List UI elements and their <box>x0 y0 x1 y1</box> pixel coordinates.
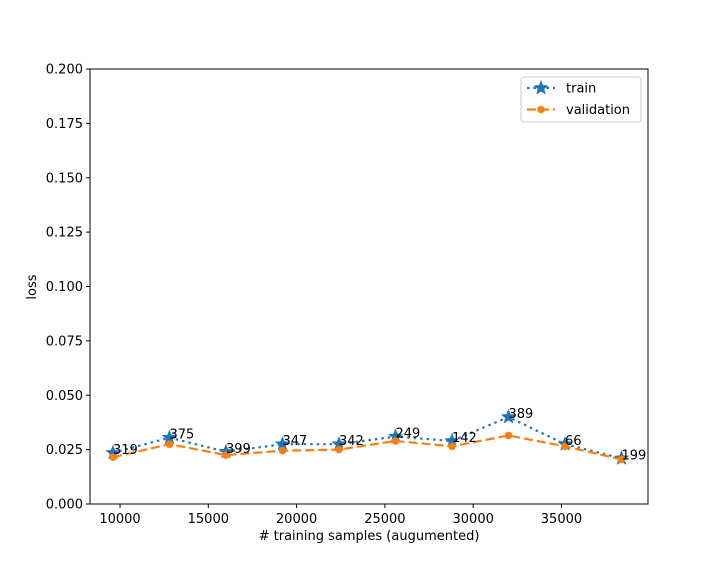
point-label: 389 <box>509 407 534 422</box>
validation-point <box>222 451 230 459</box>
x-tick-label: 20000 <box>276 512 317 527</box>
validation-point <box>335 445 343 454</box>
plot-frame <box>89 68 649 505</box>
point-labels: 319 375 399 347 342 249 142 389 66 199 <box>113 407 646 463</box>
x-tick-label: 15000 <box>188 512 229 527</box>
x-axis-label: # training samples (augumented) <box>259 529 480 544</box>
validation-point <box>504 431 513 440</box>
legend: train validation <box>520 76 642 123</box>
validation-point <box>561 442 569 451</box>
plot-area <box>90 69 648 504</box>
validation-point <box>448 442 456 451</box>
legend-label-validation: validation <box>566 103 630 118</box>
point-label: 347 <box>282 434 307 449</box>
x-tick-label: 35000 <box>541 512 582 527</box>
y-tick-label: 0.125 <box>46 226 83 241</box>
x-tick-label: 25000 <box>364 512 405 527</box>
validation-point <box>391 437 400 445</box>
legend-label-train: train <box>566 82 596 97</box>
validation-point <box>617 455 626 464</box>
legend-box <box>520 76 642 123</box>
y-tick-label: 0.000 <box>46 498 83 513</box>
legend-items: train validation <box>527 79 630 118</box>
point-label: 249 <box>395 427 420 442</box>
point-label: 375 <box>169 428 194 443</box>
legend-marker-validation <box>537 105 545 114</box>
point-label: 342 <box>339 434 364 449</box>
point-label: 142 <box>452 431 477 446</box>
y-tick-label: 0.200 <box>46 63 83 78</box>
y-tick-label: 0.025 <box>46 443 83 458</box>
series-layer <box>105 408 630 465</box>
y-tick-label: 0.050 <box>46 389 83 404</box>
train-point <box>500 408 517 424</box>
validation-point <box>278 446 287 455</box>
y-tick-label: 0.100 <box>46 280 83 295</box>
validation-point <box>109 453 117 462</box>
y-tick-label: 0.075 <box>46 334 83 349</box>
y-axis-label: loss <box>25 274 40 299</box>
y-tick-label: 0.150 <box>46 171 83 186</box>
point-label: 399 <box>226 442 251 457</box>
validation-line <box>112 434 622 461</box>
point-label: 199 <box>622 448 647 463</box>
point-label: 319 <box>113 443 138 458</box>
validation-point <box>165 440 174 448</box>
x-tick-label: 30000 <box>453 512 494 527</box>
train-line <box>112 415 622 460</box>
axes: 10000 15000 20000 25000 30000 35000 0.000 0.025… <box>46 63 582 528</box>
y-tick-label: 0.175 <box>46 117 83 132</box>
x-tick-label: 10000 <box>99 512 140 527</box>
point-label: 66 <box>565 434 582 449</box>
legend-marker-train <box>533 79 549 95</box>
